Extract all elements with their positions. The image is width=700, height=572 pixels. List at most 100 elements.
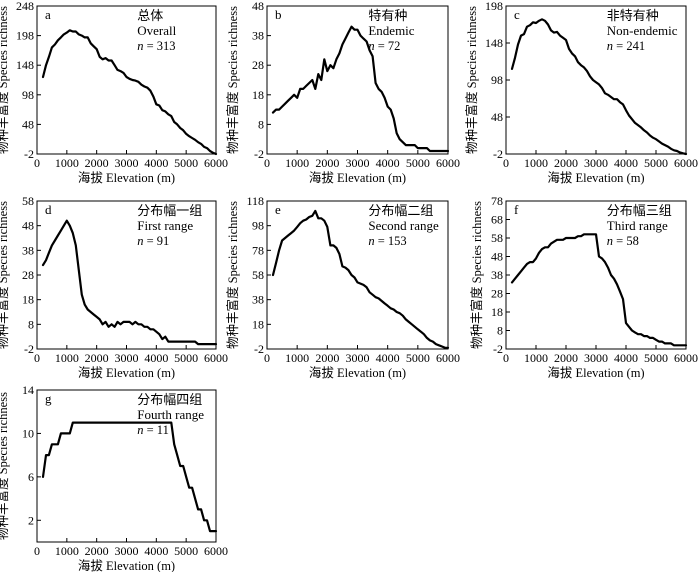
panel-b: 0 1000 2000 3000 4000 5000 6000 -2 8 18 28 38 48 b 特有种… — [225, 0, 460, 185]
y-tick-label: 98 — [252, 219, 264, 233]
x-tick-label: 6000 — [436, 156, 460, 170]
panel-a: 0 1000 2000 3000 4000 5000 6000 -2 48 98 148 198 248… — [0, 0, 228, 185]
plot-frame — [36, 5, 217, 155]
y-tick-label: 10 — [22, 426, 34, 440]
x-tick-label: 1000 — [285, 156, 309, 170]
y-tick-label: 148 — [485, 36, 503, 50]
panel-label-en: First range — [137, 218, 193, 233]
y-tick-label: 58 — [491, 231, 503, 245]
x-tick-label: 5000 — [644, 156, 668, 170]
y-axis-title: 物种丰富度 Species richness — [225, 201, 240, 349]
x-tick-label: 1000 — [524, 351, 548, 365]
y-tick-label: 8 — [28, 317, 34, 331]
panel-label-en: Overall — [137, 23, 176, 38]
x-axis-title: 海拔 Elevation (m) — [78, 170, 175, 185]
y-tick-label: 8 — [258, 117, 264, 131]
panel-label-en: Endemic — [368, 23, 414, 38]
x-axis-title: 海拔 Elevation (m) — [309, 170, 406, 185]
y-tick-label: 48 — [22, 219, 34, 233]
y-tick-label: 78 — [491, 194, 503, 208]
x-tick-label: 4000 — [614, 156, 638, 170]
sample-size-label: n = 313 — [137, 39, 175, 53]
sample-size-label: n = 153 — [368, 234, 406, 248]
y-tick-label: 48 — [491, 250, 503, 264]
panel-d: 0 1000 2000 3000 4000 5000 6000 -2 8 18 28 38 48 58 d 分… — [0, 194, 228, 380]
panel-g: 0 1000 2000 3000 4000 5000 6000 2 6 10 14 g 分布幅四组Fou… — [0, 383, 228, 572]
y-axis-title: 物种丰富度 Species richness — [0, 201, 10, 349]
x-tick-label: 1000 — [55, 156, 79, 170]
x-tick-label: 5000 — [174, 156, 198, 170]
sample-size-value: = 241 — [613, 39, 645, 53]
sample-size-value: = 58 — [613, 234, 639, 248]
panel-letter: g — [45, 391, 52, 406]
richness-line-b — [271, 25, 450, 153]
x-tick-label: 0 — [264, 156, 270, 170]
x-tick-label: 5000 — [174, 544, 198, 558]
y-tick-label: 118 — [246, 194, 264, 208]
y-tick-label: 98 — [22, 88, 34, 102]
y-tick-label: -2 — [493, 147, 503, 161]
panel-label-cn: 分布幅一组 — [137, 203, 202, 218]
y-axis-title: 物种丰富度 Species richness — [0, 392, 10, 540]
panel-label-cn: 分布幅四组 — [137, 392, 202, 407]
x-tick-label: 6000 — [674, 156, 698, 170]
x-tick-label: 0 — [34, 156, 40, 170]
sample-size-var: n — [137, 423, 143, 437]
panel-label-cn: 特有种 — [368, 8, 407, 23]
y-tick-label: 98 — [491, 73, 503, 87]
x-tick-label: 3000 — [115, 351, 139, 365]
x-axis-title: 海拔 Elevation (m) — [547, 170, 644, 185]
x-tick-label: 3000 — [115, 544, 139, 558]
sample-size-value: = 91 — [143, 234, 169, 248]
sample-size-value: = 11 — [143, 423, 168, 437]
x-tick-label: 4000 — [144, 544, 168, 558]
sample-size-label: n = 241 — [607, 39, 645, 53]
richness-line-g — [41, 421, 218, 533]
x-tick-label: 0 — [34, 544, 40, 558]
x-tick-label: 3000 — [346, 351, 370, 365]
panel-c: 0 1000 2000 3000 4000 5000 6000 -2 48 98 148 198 c 非特… — [464, 0, 698, 185]
x-axis-title: 海拔 Elevation (m) — [547, 365, 644, 380]
panel-label-en: Non-endemic — [607, 23, 678, 38]
panel-label-en: Second range — [368, 218, 439, 233]
y-tick-label: 38 — [252, 29, 264, 43]
x-tick-label: 6000 — [204, 544, 228, 558]
x-tick-label: 3000 — [584, 351, 608, 365]
y-tick-label: 28 — [491, 287, 503, 301]
y-axis-title: 物种丰富度 Species richness — [225, 6, 240, 154]
x-tick-label: 0 — [264, 351, 270, 365]
sample-size-value: = 313 — [143, 39, 175, 53]
panel-label-cn: 总体 — [137, 8, 163, 23]
y-tick-label: 68 — [491, 213, 503, 227]
y-tick-label: 2 — [28, 513, 34, 527]
panel-letter: b — [275, 7, 282, 22]
x-tick-label: 6000 — [204, 351, 228, 365]
panel-letter: c — [514, 7, 520, 22]
x-tick-label: 2000 — [315, 351, 339, 365]
y-tick-label: 48 — [22, 117, 34, 131]
richness-line-f — [510, 233, 688, 347]
y-tick-label: -2 — [493, 342, 503, 356]
x-tick-label: 1000 — [285, 351, 309, 365]
y-tick-label: -2 — [254, 342, 264, 356]
richness-line-c — [510, 18, 688, 156]
y-tick-label: 198 — [485, 0, 503, 13]
y-tick-label: 18 — [491, 305, 503, 319]
panel-label-en: Third range — [607, 218, 668, 233]
sample-size-value: = 72 — [375, 39, 401, 53]
y-tick-label: 198 — [16, 29, 34, 43]
richness-line-a — [41, 29, 218, 156]
sample-size-label: n = 11 — [137, 423, 169, 437]
richness-line-d — [41, 219, 218, 346]
y-tick-label: 38 — [22, 243, 34, 257]
x-tick-label: 4000 — [144, 156, 168, 170]
y-axis-title: 物种丰富度 Species richness — [469, 201, 484, 349]
x-tick-label: 5000 — [406, 351, 430, 365]
x-tick-label: 3000 — [346, 156, 370, 170]
x-tick-label: 6000 — [204, 156, 228, 170]
sample-size-label: n = 58 — [607, 234, 639, 248]
sample-size-var: n — [607, 39, 613, 53]
x-tick-label: 5000 — [406, 156, 430, 170]
panel-label-cn: 分布幅三组 — [607, 203, 672, 218]
